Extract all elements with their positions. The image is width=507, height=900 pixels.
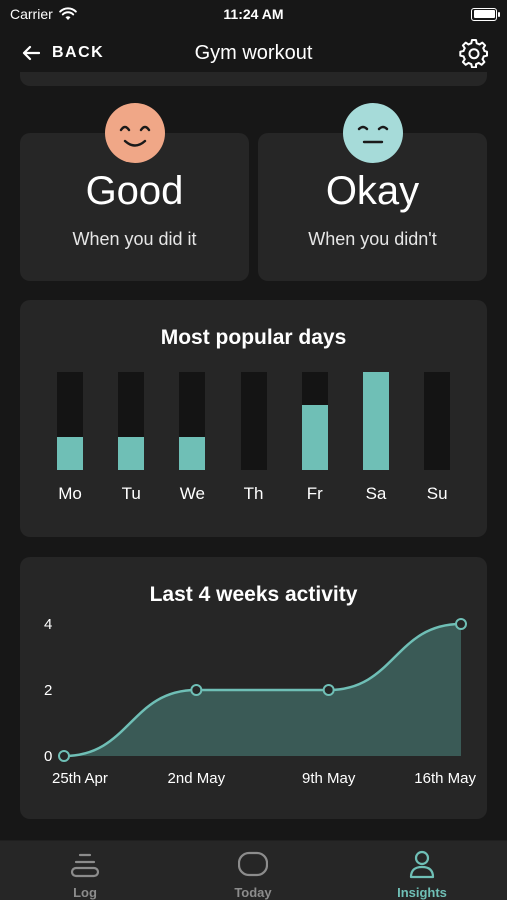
- back-label: BACK: [52, 44, 105, 61]
- day-label-tu: Tu: [121, 484, 141, 503]
- bar-mo: [57, 437, 83, 470]
- popular-days-title: Most popular days: [160, 326, 347, 349]
- x-tick-label: 2nd May: [168, 770, 226, 787]
- face-circle: [343, 103, 403, 163]
- arrow-left-icon: [22, 45, 40, 61]
- x-tick-label: 9th May: [302, 770, 356, 787]
- day-label-mo: Mo: [58, 484, 82, 503]
- bar-track-we: [179, 372, 206, 470]
- carrier-label: Carrier: [10, 6, 53, 22]
- y-tick-label: 4: [44, 616, 52, 633]
- day-label-su: Su: [426, 484, 448, 503]
- tab-label: Today: [234, 885, 272, 900]
- bar-track-tu: [118, 372, 145, 470]
- bar-track-th: [240, 372, 267, 470]
- activity-point: [58, 750, 70, 762]
- tab-log[interactable]: Log: [25, 841, 145, 900]
- back-button[interactable]: BACK: [22, 44, 104, 62]
- gear-icon[interactable]: [459, 38, 489, 68]
- x-tick-label: 25th Apr: [52, 770, 108, 787]
- tab-insights[interactable]: Insights: [362, 841, 482, 900]
- nav-bar: BACK Gym workout: [0, 28, 507, 78]
- insights-icon: [409, 850, 435, 879]
- y-tick-label: 2: [44, 682, 52, 699]
- activity-line: [63, 622, 462, 758]
- y-tick-label: 0: [44, 748, 52, 765]
- bar-track-mo: [57, 372, 83, 470]
- status-left: Carrier: [10, 6, 77, 22]
- mood-caption: When you did it: [72, 229, 197, 249]
- bar-track-sa: [363, 372, 389, 470]
- day-label-sa: Sa: [365, 484, 387, 503]
- mood-value: Okay: [325, 169, 420, 213]
- status-bar: Carrier 11:24 AM: [0, 0, 507, 28]
- previous-card-edge: [20, 72, 487, 86]
- tab-bar: Log Today Insights: [0, 840, 507, 900]
- activity-point: [322, 684, 335, 696]
- neutral-face-icon: [343, 103, 403, 163]
- wifi-icon: [58, 7, 77, 20]
- battery-icon: [471, 7, 500, 21]
- smiling-face-icon: [105, 103, 165, 163]
- x-tick-label: 16th May: [414, 770, 476, 787]
- activity-title: Last 4 weeks activity: [149, 583, 358, 606]
- tab-label: Log: [73, 885, 97, 900]
- day-label-we: We: [179, 484, 205, 503]
- popular-days-card: Most popular days Mo Tu We Th Fr Sa Su: [20, 300, 487, 537]
- activity-point: [455, 618, 467, 630]
- tab-label: Insights: [397, 885, 447, 900]
- today-icon: [238, 851, 268, 877]
- mood-caption: When you didn't: [308, 229, 437, 249]
- bar-sa: [363, 372, 389, 470]
- activity-chart: 0 2 4 25th Apr 2nd May 9th May 16th May: [44, 616, 476, 787]
- bar-fr: [301, 404, 328, 470]
- popular-days-bars: [20, 372, 487, 470]
- tab-today[interactable]: Today: [193, 841, 313, 900]
- bar-track-su: [424, 372, 451, 470]
- day-label-th: Th: [243, 484, 264, 503]
- bar-tu: [118, 437, 145, 470]
- activity-point: [190, 684, 203, 696]
- activity-card: Last 4 weeks activity 0 2 4 25th Apr 2nd May…: [20, 557, 487, 819]
- log-icon: [70, 853, 100, 878]
- face-circle: [105, 103, 165, 163]
- mood-value: Good: [85, 169, 184, 213]
- bar-track-fr: [301, 372, 328, 470]
- day-label-fr: Fr: [306, 484, 323, 503]
- bar-we: [179, 437, 206, 470]
